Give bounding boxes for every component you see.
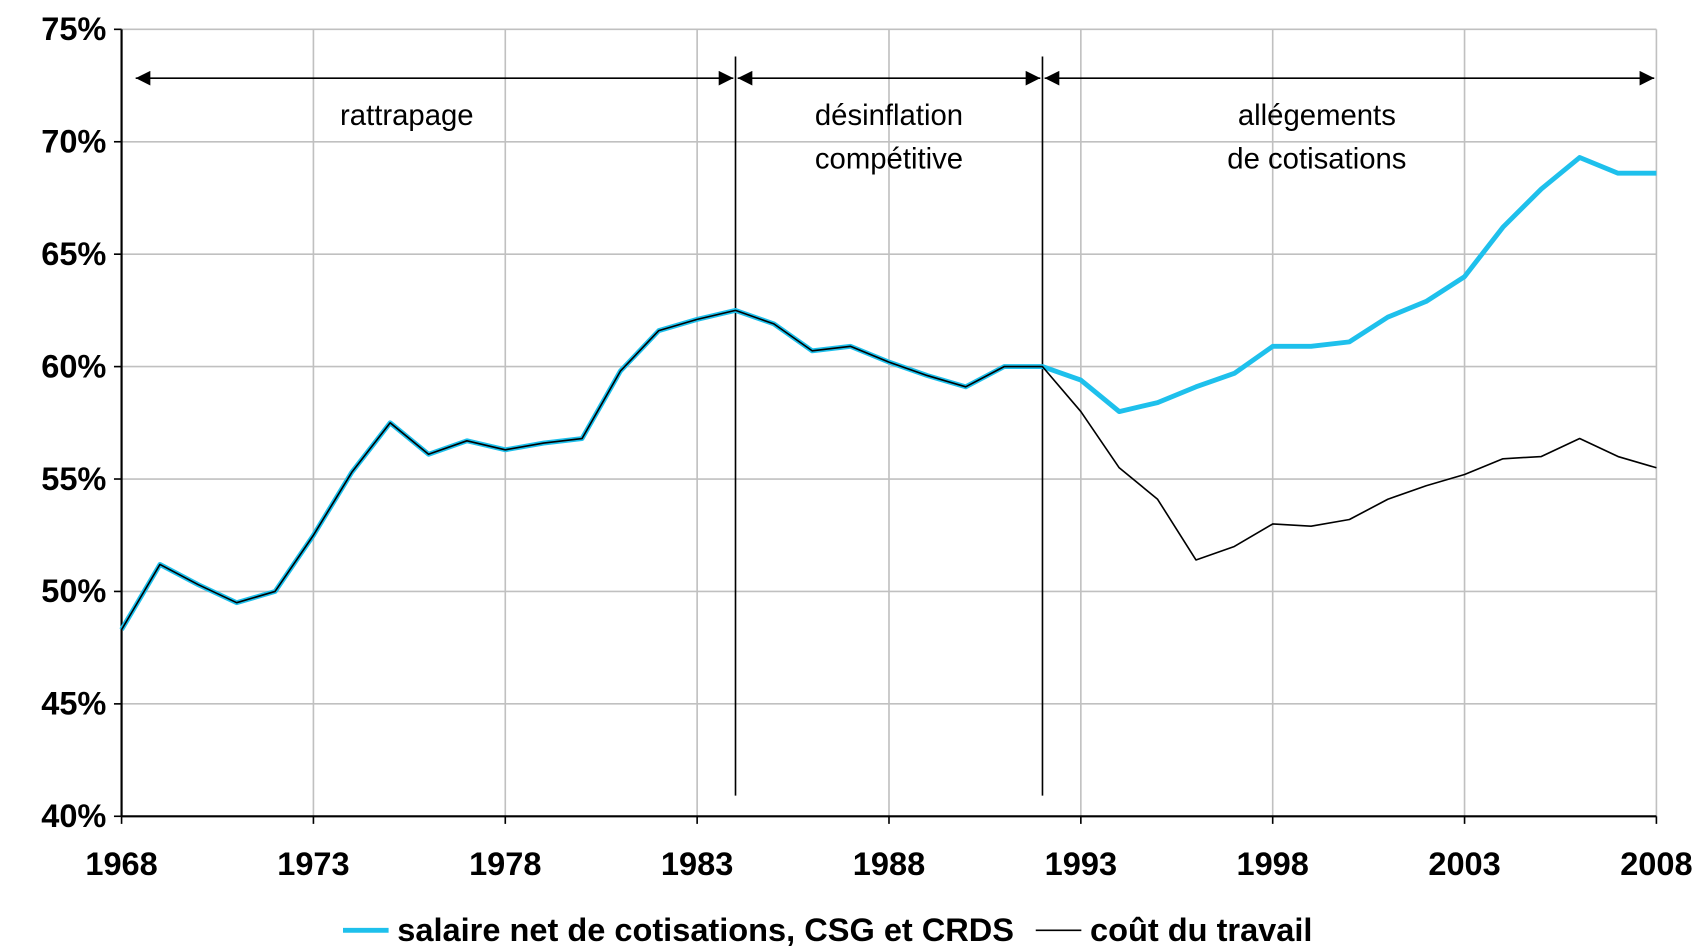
series-line [120,309,1657,631]
x-tick-label: 2008 [1620,846,1692,882]
period-label: rattrapage [340,99,474,132]
x-tick-label: 1983 [661,846,733,882]
x-tick-label: 2003 [1428,846,1500,882]
legend-label: salaire net de cotisations, CSG et CRDS [397,912,1014,947]
y-tick-label: 45% [41,686,106,722]
y-tick-label: 65% [41,236,106,272]
y-tick-label: 55% [41,461,106,497]
x-tick-label: 1973 [277,846,349,882]
period-label: désinflation [815,99,963,132]
period-label: de cotisations [1227,142,1406,175]
x-tick-label: 1998 [1236,846,1308,882]
x-tick-label: 1968 [85,846,157,882]
period-label: compétitive [815,142,963,175]
x-tick-label: 1988 [853,846,925,882]
legend-label: coût du travail [1090,912,1312,947]
y-tick-label: 60% [41,348,106,384]
y-tick-label: 75% [41,11,106,47]
x-tick-label: 1993 [1045,846,1117,882]
y-tick-label: 50% [41,573,106,609]
y-tick-label: 70% [41,124,106,160]
x-tick-label: 1978 [469,846,541,882]
y-tick-label: 40% [41,798,106,834]
period-label: allégements [1238,99,1396,132]
